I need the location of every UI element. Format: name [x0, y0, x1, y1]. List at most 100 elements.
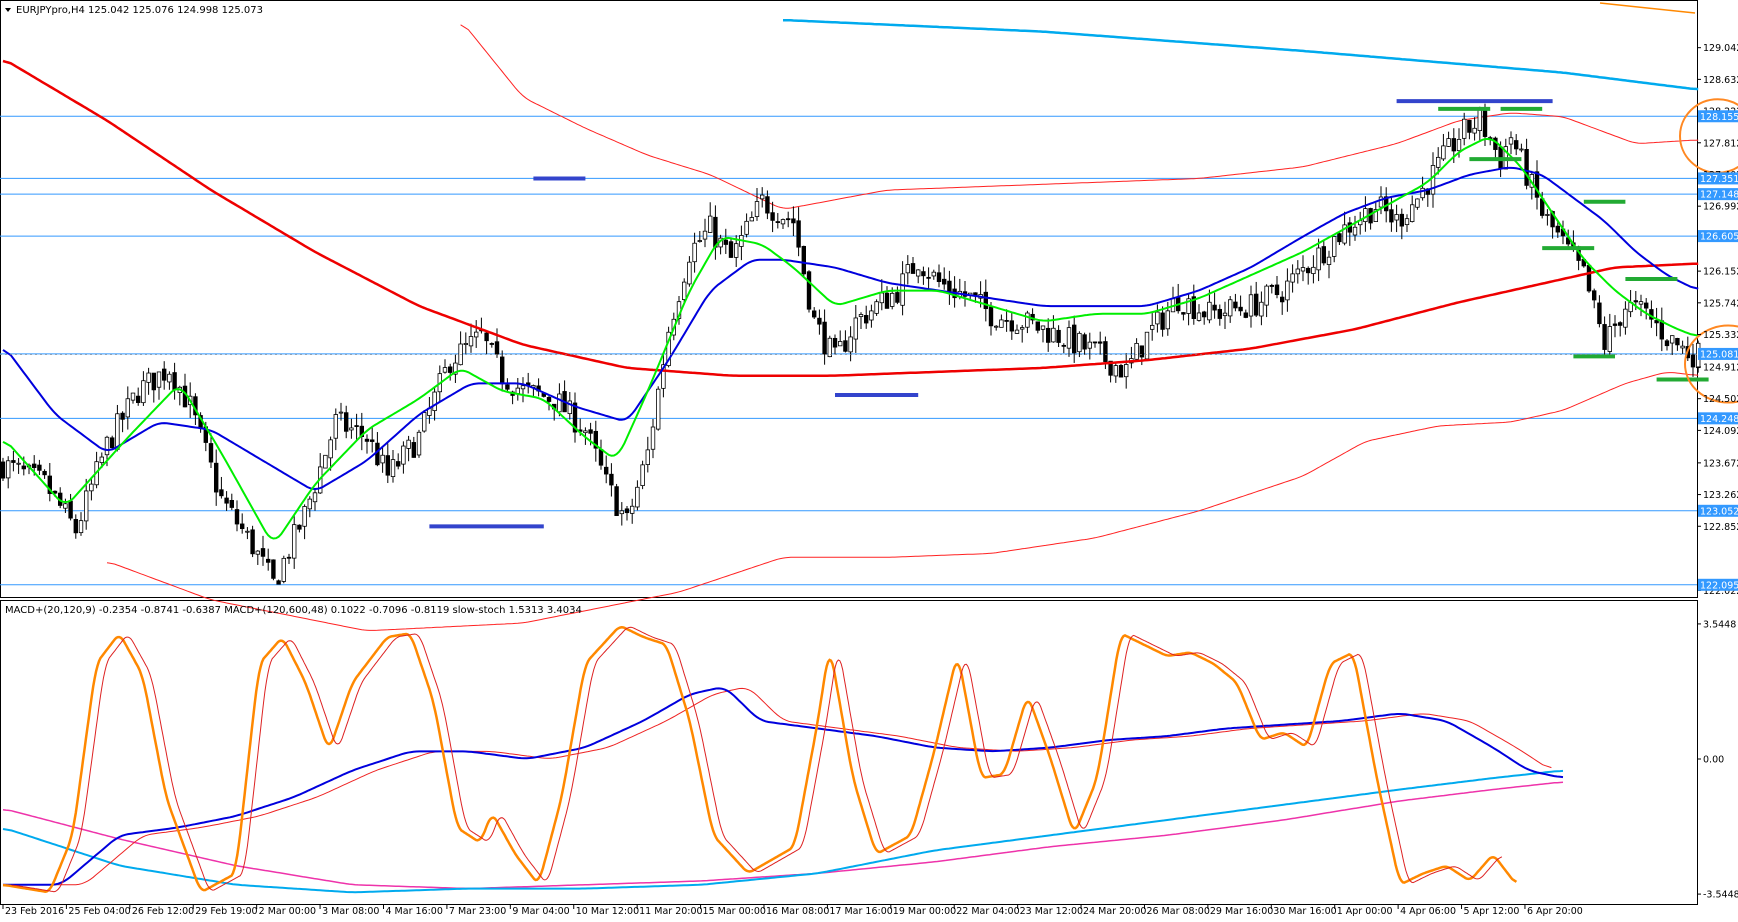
candle [453, 354, 458, 383]
macd2-main-line [2, 769, 1564, 894]
ind-y-tick-label: 3.5448 [1703, 619, 1736, 630]
candle [1326, 250, 1332, 279]
price-axis: 129.042128.632128.222127.812127.402126.9… [0, 43, 1738, 597]
candle [822, 309, 827, 365]
y-tick-label: 127.812 [1703, 138, 1738, 149]
candle [1072, 315, 1077, 363]
ohlc-readout: 125.042 125.076 124.998 125.073 [88, 5, 263, 16]
candle [333, 408, 338, 451]
candle [1441, 133, 1446, 162]
candle [905, 255, 910, 285]
x-tick-label: 26 Mar 08:00 [1146, 906, 1209, 917]
candle [1675, 337, 1680, 351]
candle [1415, 198, 1420, 210]
candle [775, 213, 780, 229]
level-label: 123.052 [1700, 506, 1738, 517]
level-label: 122.095 [1700, 580, 1738, 591]
highlight-circle[interactable] [1684, 324, 1738, 404]
candle [1644, 298, 1649, 320]
x-tick-label: 29 Feb 19:00 [195, 906, 257, 917]
y-tick-label: 124.092 [1703, 426, 1738, 437]
candle [609, 463, 614, 497]
candle [312, 489, 318, 511]
candle [630, 498, 635, 524]
candle [0, 457, 6, 482]
candle [302, 504, 307, 540]
level-label: 127.148 [1700, 190, 1738, 201]
candle [640, 460, 645, 490]
candle [999, 314, 1004, 328]
level-label-box [1698, 230, 1738, 243]
indicator-axis: 3.5448 0.00 -3.5448 [1697, 619, 1738, 901]
candle [369, 426, 375, 453]
envelope-lower [106, 372, 1699, 631]
candle [650, 419, 656, 459]
y-tick-label: 126.992 [1703, 202, 1738, 213]
candle [1274, 275, 1280, 299]
candle [593, 420, 598, 462]
x-tick-label: 3 Mar 08:00 [322, 906, 379, 917]
ma-top-line [783, 18, 1699, 91]
candle [1248, 285, 1254, 328]
stoch-main-line [2, 626, 1518, 893]
dropdown-triangle-icon[interactable] [5, 8, 11, 12]
macd1-main-line [3, 687, 1564, 886]
candle [1134, 338, 1139, 360]
candle [489, 342, 494, 348]
x-tick-label: 29 Mar 16:00 [1210, 906, 1273, 917]
candle [47, 462, 52, 502]
candle [921, 266, 926, 285]
candle [1321, 240, 1326, 266]
candle [297, 524, 302, 533]
candle [572, 392, 578, 443]
level-label-box [1698, 110, 1738, 123]
y-tick-label: 123.672 [1703, 458, 1738, 469]
candle [1087, 332, 1092, 360]
candle [401, 441, 406, 474]
time-axis: 23 Feb 2016 25 Feb 04:00 26 Feb 12:00 29 Fe… [2, 905, 1583, 917]
candle [1004, 309, 1009, 332]
candle [1181, 311, 1186, 321]
candle [1243, 309, 1248, 319]
candle [1009, 312, 1014, 340]
candle [520, 377, 526, 403]
candle [806, 270, 812, 313]
candle [744, 213, 749, 238]
candle [1238, 295, 1243, 316]
candle [1233, 293, 1238, 312]
candle [16, 458, 21, 474]
candle [406, 435, 411, 462]
y-tick-label: 128.632 [1703, 75, 1738, 86]
candle [812, 307, 817, 319]
candle [42, 469, 47, 479]
candle [1508, 131, 1514, 155]
candle [1014, 324, 1020, 335]
candle [1404, 214, 1410, 232]
x-tick-label: 23 Mar 12:00 [1020, 906, 1083, 917]
candle [661, 352, 666, 398]
stoch-signal-line [11, 626, 1503, 893]
candle [942, 267, 947, 290]
candle [1680, 340, 1685, 354]
candle [1690, 343, 1696, 377]
x-tick-label: 26 Feb 12:00 [132, 906, 194, 917]
candle [156, 371, 162, 400]
x-tick-label: 16 Mar 08:00 [766, 906, 829, 917]
candle [1597, 295, 1602, 328]
candle [619, 502, 624, 526]
level-label: 125.081 [1700, 349, 1738, 360]
moving-averages [2, 2, 1699, 540]
candle [447, 363, 453, 381]
candle [770, 201, 775, 233]
candle [323, 454, 328, 469]
candle [276, 579, 281, 585]
candle [864, 305, 869, 329]
candle [120, 411, 125, 433]
level-labels: 128.155 127.351 127.148 126.605 125.081 124.2… [1698, 110, 1738, 591]
candle [1555, 221, 1560, 238]
x-tick-label: 15 Mar 00:00 [703, 906, 766, 917]
macd1-signal-line [26, 687, 1552, 886]
candle [1316, 238, 1321, 282]
